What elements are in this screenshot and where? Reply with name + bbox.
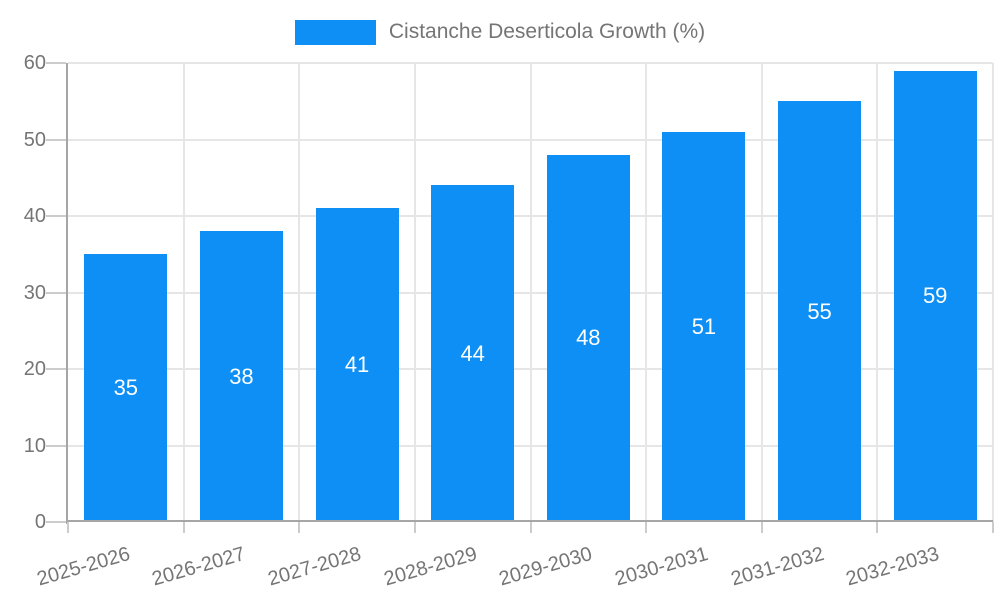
gridline-x [876,63,879,522]
gridline-x [992,63,994,522]
bar-value-label: 44 [460,340,485,366]
x-axis-line [66,520,993,522]
bar-value-label: 35 [113,375,139,401]
bar-value-label: 38 [229,363,254,389]
gridline-x [298,63,301,522]
x-tick [298,522,301,533]
bar [893,70,977,520]
gridline-x [645,63,648,522]
bar-value-label: 41 [344,352,370,378]
x-tick [876,522,879,533]
legend-label: Cistanche Deserticola Growth (%) [388,20,706,43]
x-tick [529,522,532,533]
bar [662,131,746,520]
bar [199,231,283,520]
gridline-x [529,63,532,522]
gridline-x [413,63,416,522]
bar-value-label: 51 [691,313,717,339]
y-tick [46,215,66,217]
y-axis-line [66,63,68,524]
y-tick [46,444,66,447]
bar [315,208,399,520]
legend-swatch [294,19,376,45]
y-tick-label: 50 [23,128,46,151]
y-tick [46,521,66,523]
y-tick [46,62,66,64]
bar-value-label: 55 [807,298,832,324]
y-tick [46,291,66,294]
bar [778,101,862,520]
gridline-x [760,63,763,522]
bar-value-label: 59 [922,283,948,309]
x-tick [67,522,69,533]
y-tick-label: 60 [23,52,46,74]
x-tick [645,522,648,533]
x-tick [992,522,994,533]
bar [84,254,168,520]
x-tick [760,522,763,533]
y-tick-label: 10 [23,434,46,457]
y-tick [46,368,66,370]
y-tick-label: 0 [34,511,46,533]
x-tick [413,522,416,533]
y-tick [46,138,66,141]
y-tick-label: 30 [23,281,46,304]
bar [546,154,630,520]
y-tick-label: 40 [23,205,46,227]
y-tick-label: 20 [23,358,46,380]
bar-value-label: 48 [576,325,601,351]
gridline-x [182,63,185,522]
x-tick [182,522,185,533]
chart-legend: Cistanche Deserticola Growth (%) [0,14,1000,50]
bar [431,185,515,520]
